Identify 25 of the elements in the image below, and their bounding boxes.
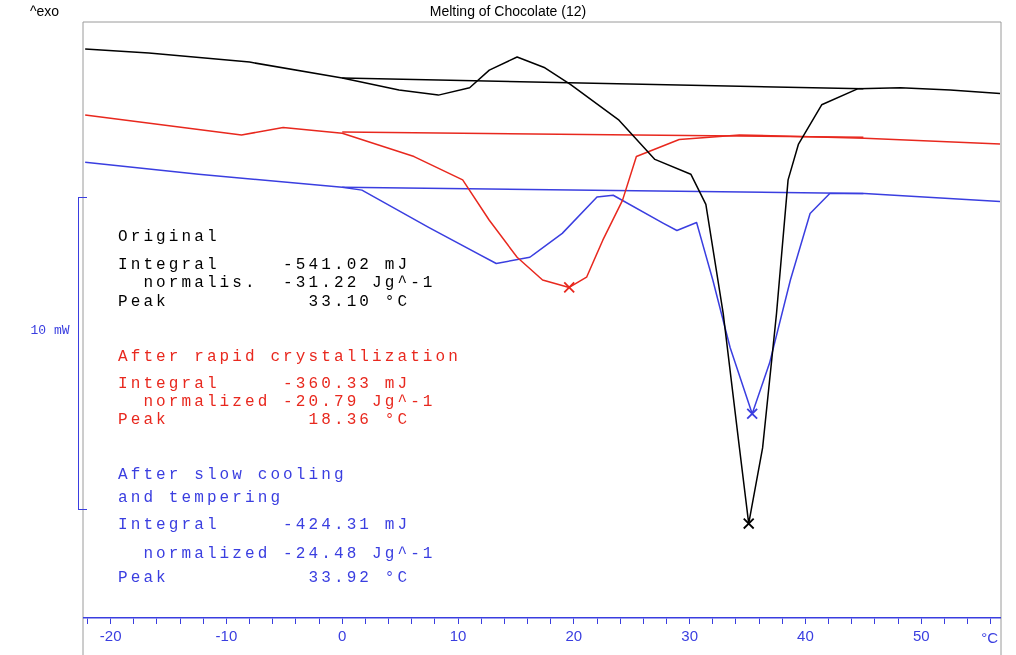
x-axis-title: °C: [981, 628, 999, 646]
annotation: Peak 18.36 °C: [118, 411, 411, 429]
x-tick-label: 40: [797, 627, 814, 645]
x-tick-label: 20: [565, 627, 583, 645]
annotation: Integral -360.33 mJ: [118, 375, 411, 393]
text: ^exo: [30, 3, 60, 19]
x-tick-label: 50: [912, 627, 930, 645]
x-tick-label: 30: [681, 627, 698, 645]
annotation: and tempering: [118, 489, 284, 507]
annotation: Peak 33.92 °C: [118, 569, 411, 587]
annotation: Peak 33.10 °C: [118, 293, 411, 311]
annotation: Integral -424.31 mJ: [118, 516, 411, 534]
annotation: Integral -541.02 mJ: [118, 256, 411, 274]
chart-title: Melting of Chocolate (12): [429, 3, 587, 19]
x-tick-label: 10: [449, 627, 467, 645]
annotation: normalized -20.79 Jg^-1: [142, 393, 436, 411]
text: 10 mW: [30, 322, 70, 339]
x-tick-label: -10: [215, 627, 238, 645]
x-tick-label: -20: [99, 627, 122, 645]
annotation: After slow cooling: [118, 466, 347, 484]
annotation: normalis. -31.22 Jg^-1: [142, 274, 436, 292]
annotation: After rapid crystallization: [118, 348, 461, 366]
x-tick-label: 0: [338, 627, 347, 645]
annotation: Original: [118, 228, 220, 246]
annotation: normalized -24.48 Jg^-1: [142, 545, 436, 563]
